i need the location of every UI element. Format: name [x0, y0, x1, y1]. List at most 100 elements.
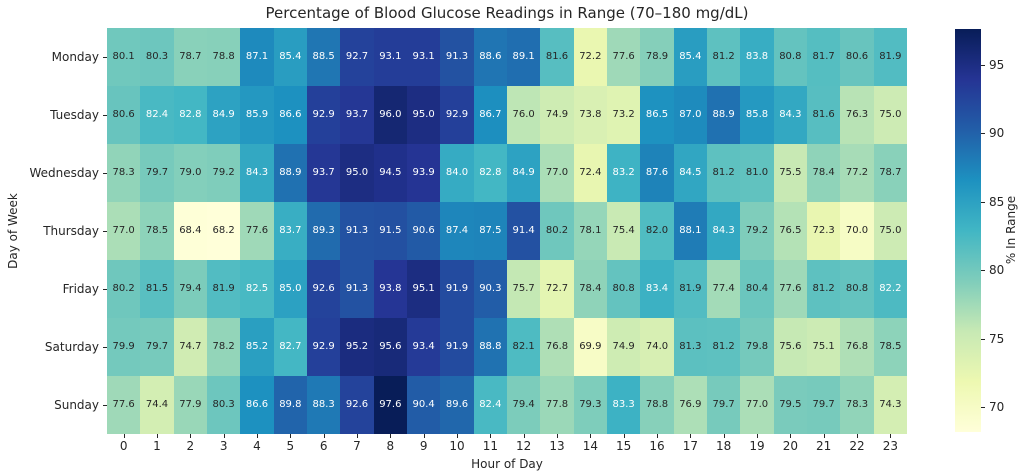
x-tick-mark	[657, 434, 658, 438]
heatmap-grid: 80.1 80.3 78.7 78.8 87.1 85.4 88.5 92.7 93.1 93.1…	[107, 28, 907, 434]
heatmap-cell: 78.3	[107, 144, 141, 202]
heatmap-cell: 80.2	[107, 260, 141, 318]
heatmap-cell: 93.8	[373, 260, 407, 318]
heatmap-cell: 74.3	[873, 376, 907, 434]
chart-title: Percentage of Blood Glucose Readings in …	[265, 4, 749, 22]
x-tick-label: 22	[849, 439, 865, 453]
heatmap-cell: 81.2	[706, 144, 741, 202]
x-tick-label: 14	[582, 439, 598, 453]
x-tick-label: 1	[153, 439, 161, 453]
heatmap-cell: 75.1	[806, 318, 841, 376]
heatmap-cell: 79.2	[206, 144, 241, 202]
y-tick-label: Friday	[62, 282, 99, 296]
heatmap-cell: 93.4	[406, 318, 441, 376]
heatmap-cell: 84.3	[240, 144, 274, 202]
y-tick-mark	[103, 289, 107, 290]
colorbar-tick-mark	[981, 338, 985, 340]
heatmap-cell: 78.8	[640, 376, 674, 434]
heatmap-cell: 80.4	[740, 260, 774, 318]
heatmap-cell: 92.9	[306, 318, 341, 376]
y-tick-mark	[103, 405, 107, 406]
x-tick-mark	[623, 434, 625, 438]
heatmap-cell: 93.1	[406, 28, 441, 86]
heatmap-cell: 80.8	[606, 260, 641, 318]
heatmap-cell: 88.8	[473, 318, 507, 376]
heatmap-cell: 82.4	[140, 86, 174, 144]
y-tick-mark	[103, 347, 107, 348]
heatmap-cell: 74.9	[606, 318, 641, 376]
heatmap-cell: 89.6	[440, 376, 474, 434]
heatmap-cell: 80.8	[773, 28, 807, 86]
heatmap-cell: 91.4	[506, 202, 541, 260]
heatmap-cell: 81.2	[706, 318, 741, 376]
heatmap-cell: 84.3	[706, 202, 741, 260]
x-tick-label: 4	[253, 439, 261, 453]
heatmap-cell: 90.4	[406, 376, 441, 434]
heatmap-cell: 86.6	[240, 376, 274, 434]
x-tick-mark	[690, 434, 692, 438]
x-tick-mark	[423, 434, 425, 438]
heatmap-cell: 75.4	[606, 202, 641, 260]
heatmap-cell: 88.6	[473, 28, 507, 86]
heatmap-cell: 91.5	[373, 202, 407, 260]
y-tick-mark	[103, 173, 107, 174]
heatmap-cell: 78.4	[573, 260, 607, 318]
heatmap-cell: 93.7	[340, 86, 374, 144]
x-tick-mark	[390, 434, 392, 438]
heatmap-cell: 78.5	[140, 202, 174, 260]
heatmap-cell: 80.6	[840, 28, 874, 86]
heatmap-cell: 78.8	[206, 28, 241, 86]
x-tick-label: 3	[219, 439, 228, 453]
heatmap-cell: 81.2	[706, 28, 741, 86]
heatmap-cell: 77.0	[540, 144, 574, 202]
heatmap-cell: 80.3	[140, 28, 174, 86]
colorbar-tick-label: 70	[989, 400, 1005, 415]
heatmap-cell: 81.0	[740, 144, 774, 202]
heatmap-cell: 81.9	[673, 260, 707, 318]
heatmap-cell: 91.9	[440, 318, 474, 376]
heatmap-cell: 79.7	[706, 376, 741, 434]
heatmap-cell: 78.5	[873, 318, 907, 376]
colorbar-tick-label: 75	[989, 331, 1005, 346]
heatmap-cell: 77.6	[606, 28, 641, 86]
heatmap-cell: 81.7	[806, 28, 841, 86]
heatmap-cell: 73.2	[606, 86, 641, 144]
x-tick-label: 10	[449, 439, 465, 453]
heatmap-cell: 86.7	[473, 86, 507, 144]
heatmap-cell: 78.7	[173, 28, 207, 86]
y-tick-label: Thursday	[43, 224, 99, 238]
x-tick-label: 11	[482, 439, 498, 453]
x-tick-label: 23	[882, 439, 898, 453]
x-tick-label: 15	[616, 439, 632, 453]
heatmap-cell: 92.9	[440, 86, 474, 144]
y-tick-label: Tuesday	[50, 108, 99, 122]
heatmap-cell: 68.2	[206, 202, 241, 260]
heatmap-cell: 87.1	[240, 28, 274, 86]
heatmap-cell: 88.9	[273, 144, 307, 202]
heatmap-cell: 82.7	[273, 318, 307, 376]
heatmap-cell: 81.2	[806, 260, 841, 318]
heatmap-cell: 74.4	[140, 376, 174, 434]
heatmap-cell: 77.4	[706, 260, 741, 318]
x-tick-mark	[157, 434, 158, 438]
heatmap-cell: 87.0	[673, 86, 707, 144]
x-tick-mark	[723, 434, 725, 438]
colorbar	[955, 29, 981, 432]
x-tick-mark	[823, 434, 825, 438]
heatmap-cell: 85.0	[273, 260, 307, 318]
heatmap-cell: 76.9	[673, 376, 707, 434]
heatmap-cell: 77.8	[540, 376, 574, 434]
heatmap-cell: 76.3	[840, 86, 874, 144]
y-tick-label: Monday	[51, 50, 99, 64]
heatmap-cell: 81.6	[540, 28, 574, 86]
heatmap-cell: 89.1	[506, 28, 541, 86]
heatmap-cell: 70.0	[840, 202, 874, 260]
heatmap-cell: 89.3	[306, 202, 341, 260]
x-axis-label: Hour of Day	[471, 457, 543, 471]
x-tick-label: 7	[353, 439, 361, 453]
heatmap-cell: 91.3	[340, 260, 374, 318]
heatmap-cell: 80.3	[206, 376, 241, 434]
x-tick-mark	[357, 434, 358, 438]
heatmap-cell: 79.4	[173, 260, 207, 318]
x-tick-mark	[457, 434, 458, 438]
